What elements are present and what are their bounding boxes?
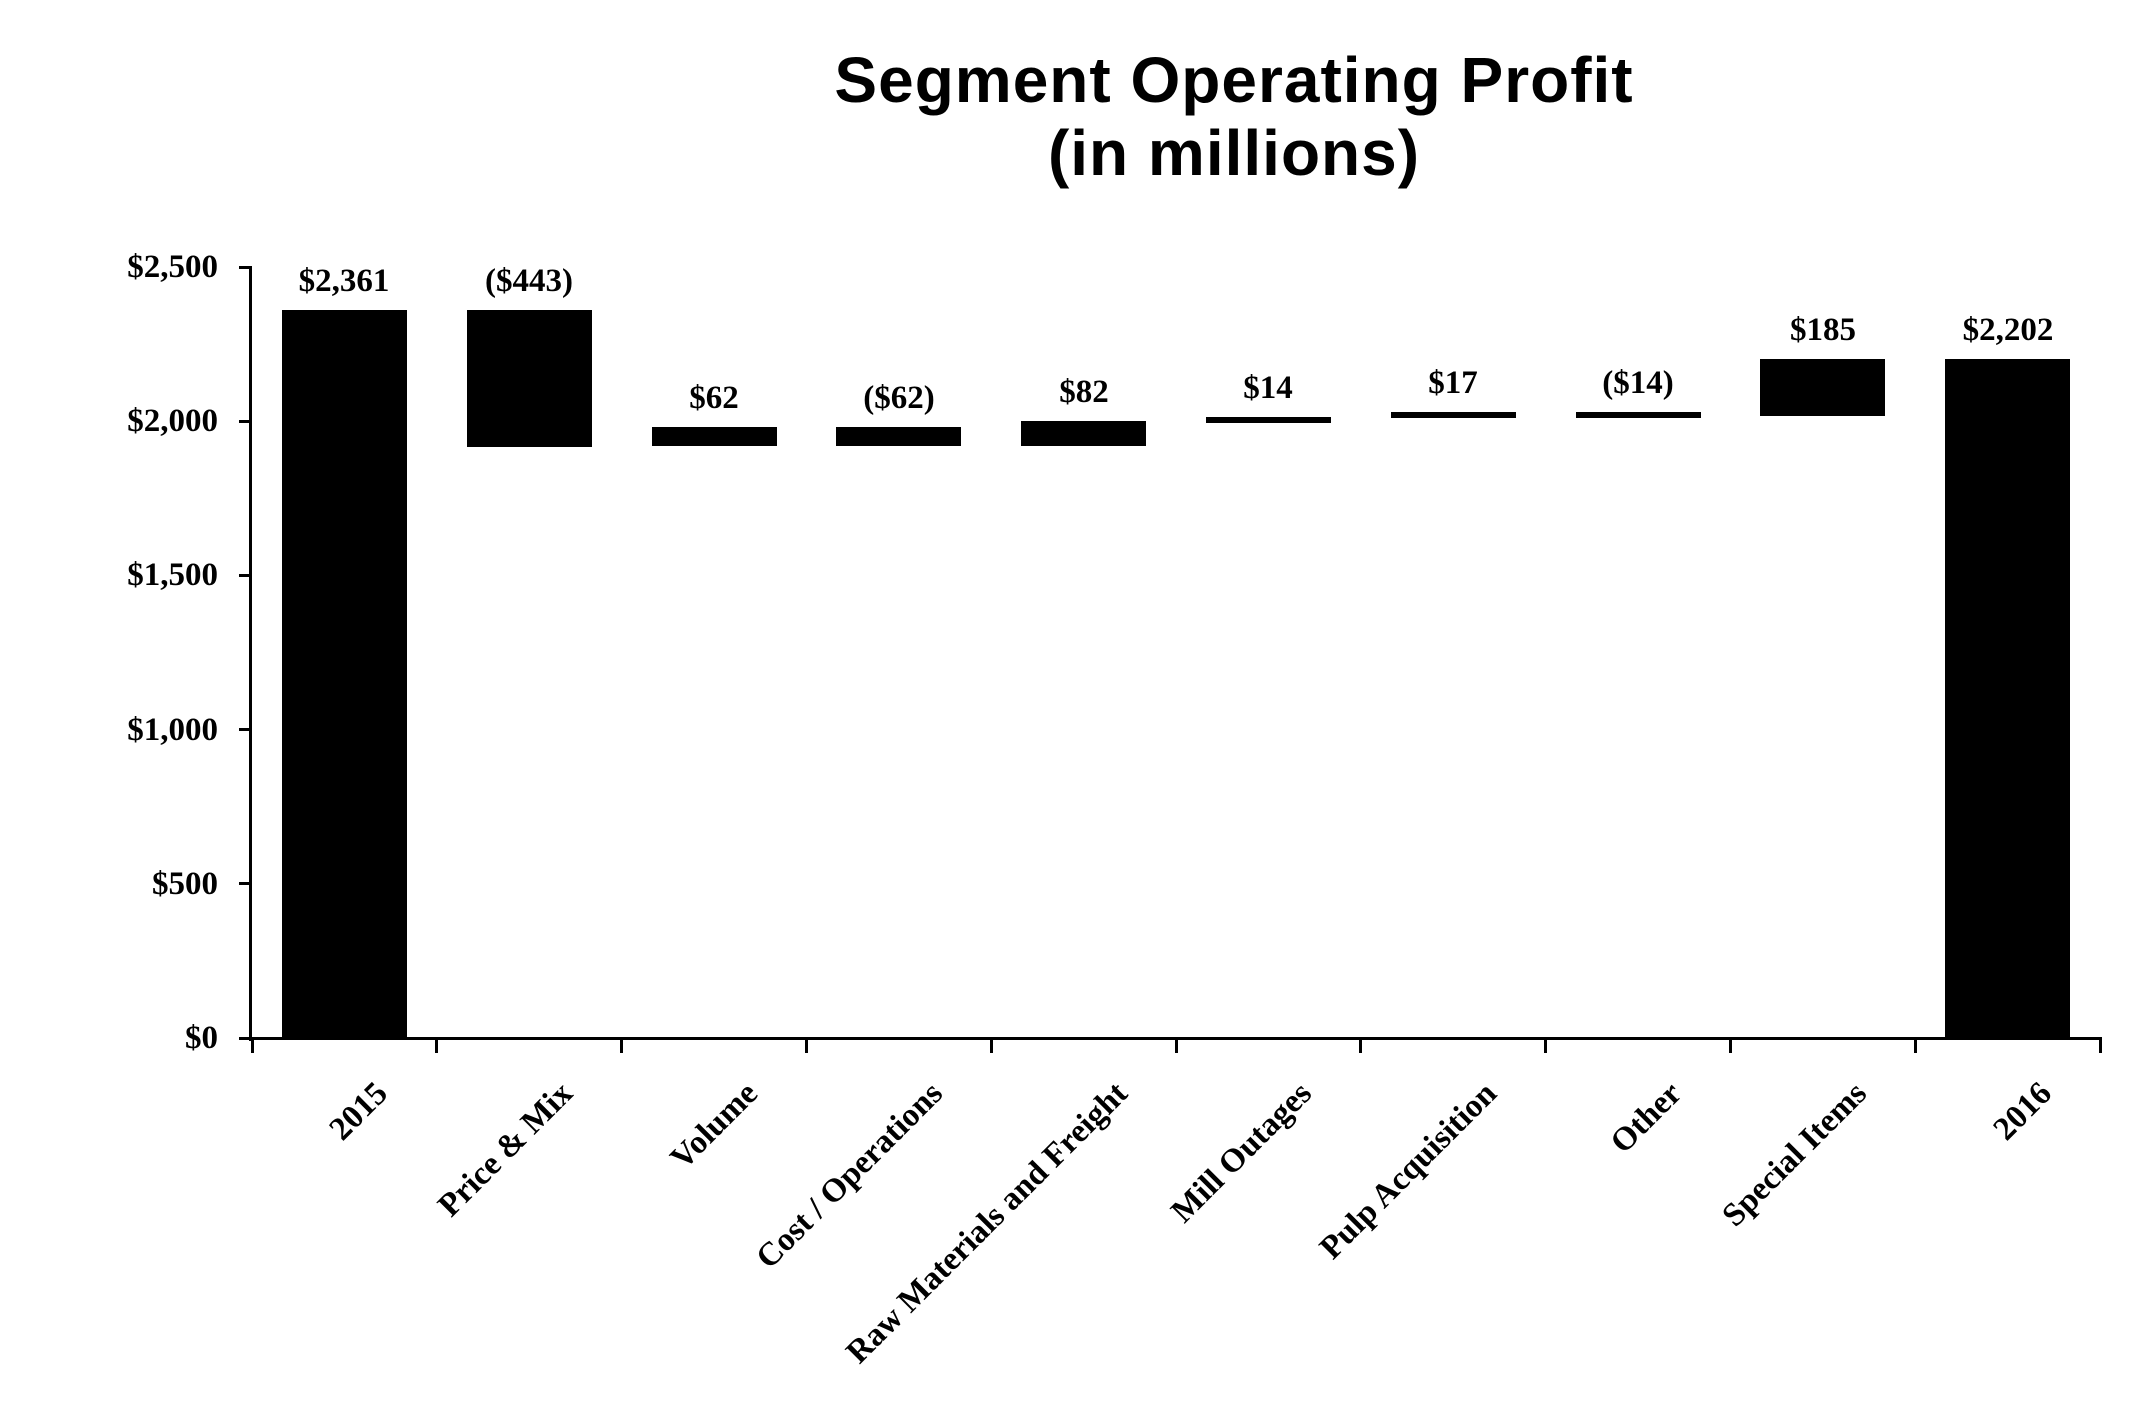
x-axis-tick [2099, 1040, 2102, 1053]
x-axis-line [249, 1037, 2102, 1040]
x-axis-category-label: Price & Mix [431, 1075, 580, 1224]
x-axis-tick [620, 1040, 623, 1053]
x-axis-category-label: Volume [663, 1075, 765, 1177]
x-axis-tick [990, 1040, 993, 1053]
y-axis-line [249, 267, 252, 1041]
bar-value-label: $82 [1059, 374, 1109, 410]
bar-value-label: $2,361 [298, 263, 390, 299]
bar-value-label: $62 [689, 380, 739, 416]
bar [282, 310, 407, 1038]
bar [652, 427, 777, 446]
y-axis-tick [239, 420, 252, 423]
x-axis-tick [435, 1040, 438, 1053]
x-axis-tick [1175, 1040, 1178, 1053]
bar-value-label: ($443) [485, 263, 573, 299]
y-axis-tick [239, 574, 252, 577]
bar-value-label: $2,202 [1962, 312, 2054, 348]
x-axis-tick [251, 1040, 254, 1053]
x-axis-tick [1914, 1040, 1917, 1053]
y-axis-tick-label: $1,000 [127, 712, 218, 748]
x-axis-tick [1729, 1040, 1732, 1053]
bar [467, 310, 592, 447]
bar [1391, 412, 1516, 418]
bar-value-label: $17 [1428, 365, 1478, 401]
y-axis-tick-label: $2,500 [127, 249, 218, 285]
bar-value-label: ($62) [863, 380, 935, 416]
x-axis-tick [1544, 1040, 1547, 1053]
bar-value-label: $14 [1243, 370, 1293, 406]
y-axis-tick [239, 728, 252, 731]
x-axis-tick [1359, 1040, 1362, 1053]
y-axis-tick [239, 266, 252, 269]
bar-value-label: $185 [1790, 312, 1856, 348]
y-axis-tick-label: $2,000 [127, 403, 218, 439]
x-axis-tick [805, 1040, 808, 1053]
y-axis-tick-label: $500 [152, 866, 218, 902]
x-axis-category-label: 2016 [1986, 1075, 2059, 1148]
y-axis-tick-label: $0 [185, 1020, 218, 1056]
x-axis-category-label: Other [1603, 1075, 1689, 1161]
bar [1945, 359, 2070, 1038]
bar [1760, 359, 1885, 416]
y-axis-tick [239, 882, 252, 885]
x-axis-category-label: Special Items [1715, 1075, 1874, 1234]
chart-title-line2: (in millions) [1047, 117, 1421, 189]
bar-value-label: ($14) [1602, 365, 1674, 401]
x-axis-category-label: Mill Outages [1164, 1075, 1319, 1230]
bar [836, 427, 961, 446]
chart-title-line1: Segment Operating Profit [834, 44, 1634, 116]
bar [1021, 421, 1146, 446]
x-axis-category-label: 2015 [322, 1075, 395, 1148]
y-axis-tick-label: $1,500 [127, 557, 218, 593]
bar [1206, 417, 1331, 423]
x-axis-category-label: Cost / Operations [749, 1075, 950, 1276]
y-axis-tick [239, 1037, 252, 1040]
bar [1576, 412, 1701, 418]
x-axis-category-label: Pulp Acquisition [1313, 1075, 1504, 1267]
chart-title: Segment Operating Profit (in millions) [834, 44, 1633, 190]
